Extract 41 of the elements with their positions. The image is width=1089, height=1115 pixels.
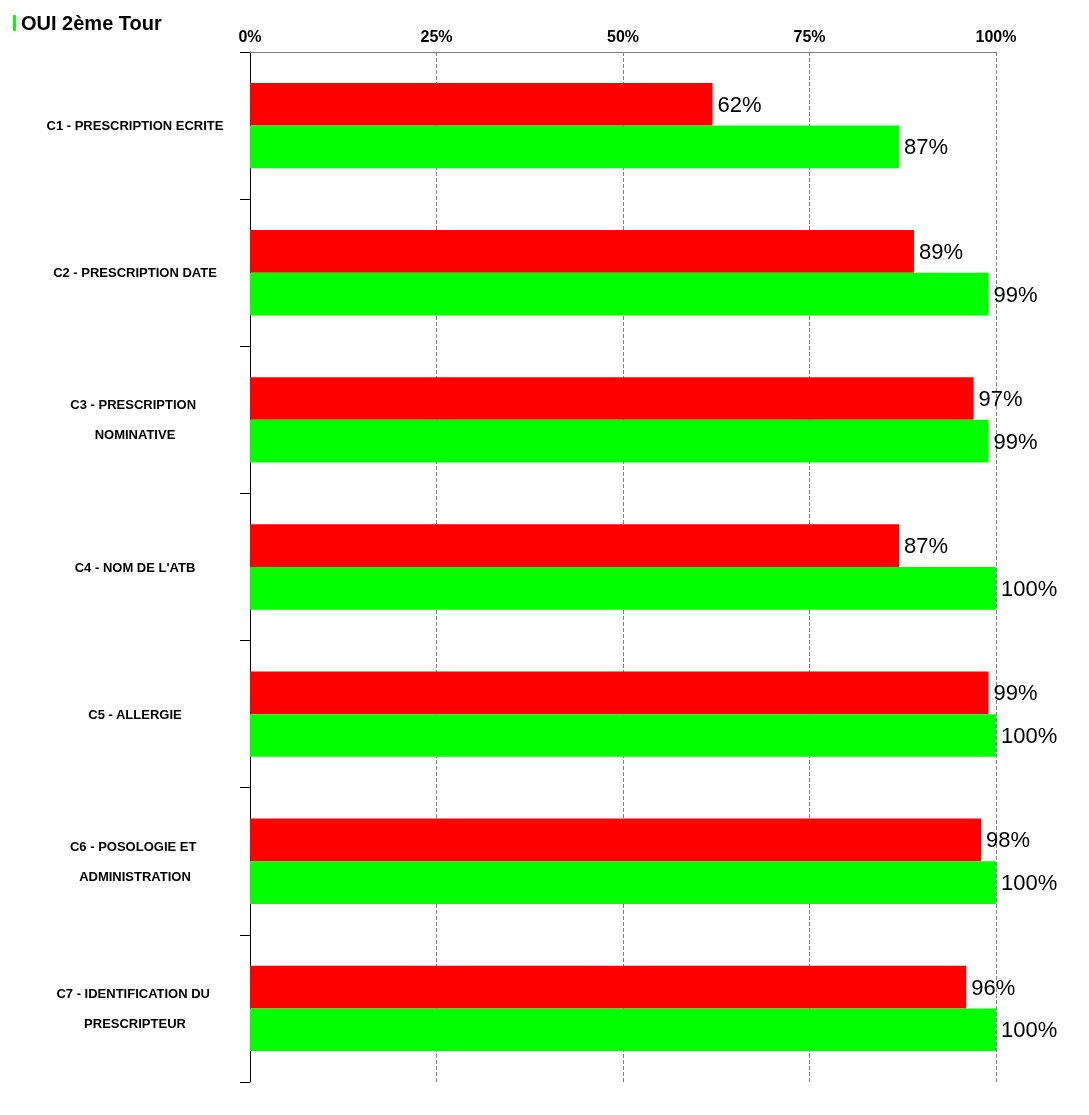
y-tick-label: C3 - PRESCRIPTION NOMINATIVE [70,397,200,443]
bar [250,818,982,862]
data-label: 100% [1001,1017,1058,1043]
bar [250,272,989,316]
bar [250,567,996,610]
bar [250,714,996,757]
data-label: 96% [971,974,1016,1000]
data-label: 87% [904,533,949,559]
bar [250,965,967,1009]
y-tick-label: C5 - ALLERGIE [88,706,183,722]
bar [250,377,974,420]
x-tick-label: 50% [606,27,640,45]
x-tick-label: 0% [238,27,262,45]
data-label: 99% [993,680,1038,706]
data-label: 100% [1001,722,1058,748]
bar [250,230,914,273]
data-label: 98% [986,827,1031,853]
data-label: 99% [993,428,1038,454]
data-label: 89% [918,238,963,264]
y-tick-label: C1 - PRESCRIPTION ECRITE [46,118,224,134]
bar [250,524,900,567]
bar [250,671,989,715]
x-tick-label: 75% [793,27,826,45]
x-tick-label: 100% [975,27,1017,45]
bar [250,82,713,126]
data-label: 99% [993,281,1038,307]
data-label: 97% [978,386,1023,412]
x-tick-label: 25% [420,27,453,45]
y-tick-label: C6 - POSOLOGIE ET ADMINISTRATION [69,838,201,884]
bar [250,861,996,904]
legend-label: OUI 2ème Tour [21,12,162,34]
bar [250,419,989,463]
data-label: 87% [904,134,949,160]
bar [250,125,900,169]
y-tick-label: C4 - NOM DE L'ATB [74,559,196,575]
y-tick-label: C2 - PRESCRIPTION DATE [53,265,218,281]
data-label: 100% [1001,575,1058,601]
data-label: 62% [717,91,762,117]
data-label: 100% [1001,870,1058,896]
bar [250,1008,996,1052]
y-tick-label: C7 - IDENTIFICATION DU PRESCRIPTEUR [56,985,214,1031]
